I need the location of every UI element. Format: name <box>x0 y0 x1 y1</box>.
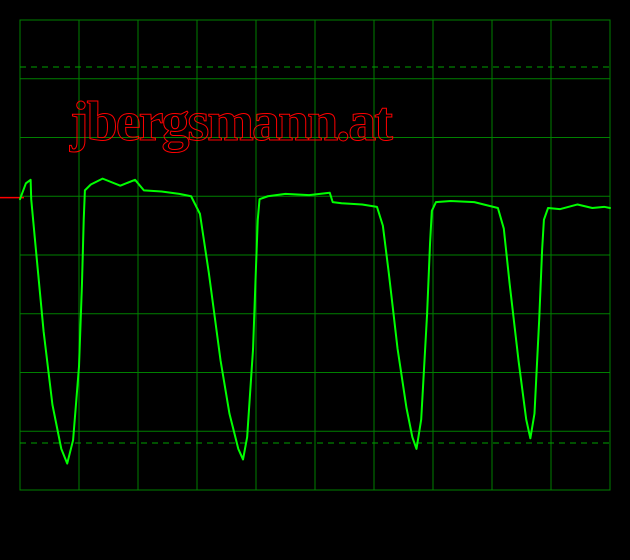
scope-plot <box>0 0 630 560</box>
oscilloscope-screenshot: jbergsmann.at <box>0 0 630 560</box>
